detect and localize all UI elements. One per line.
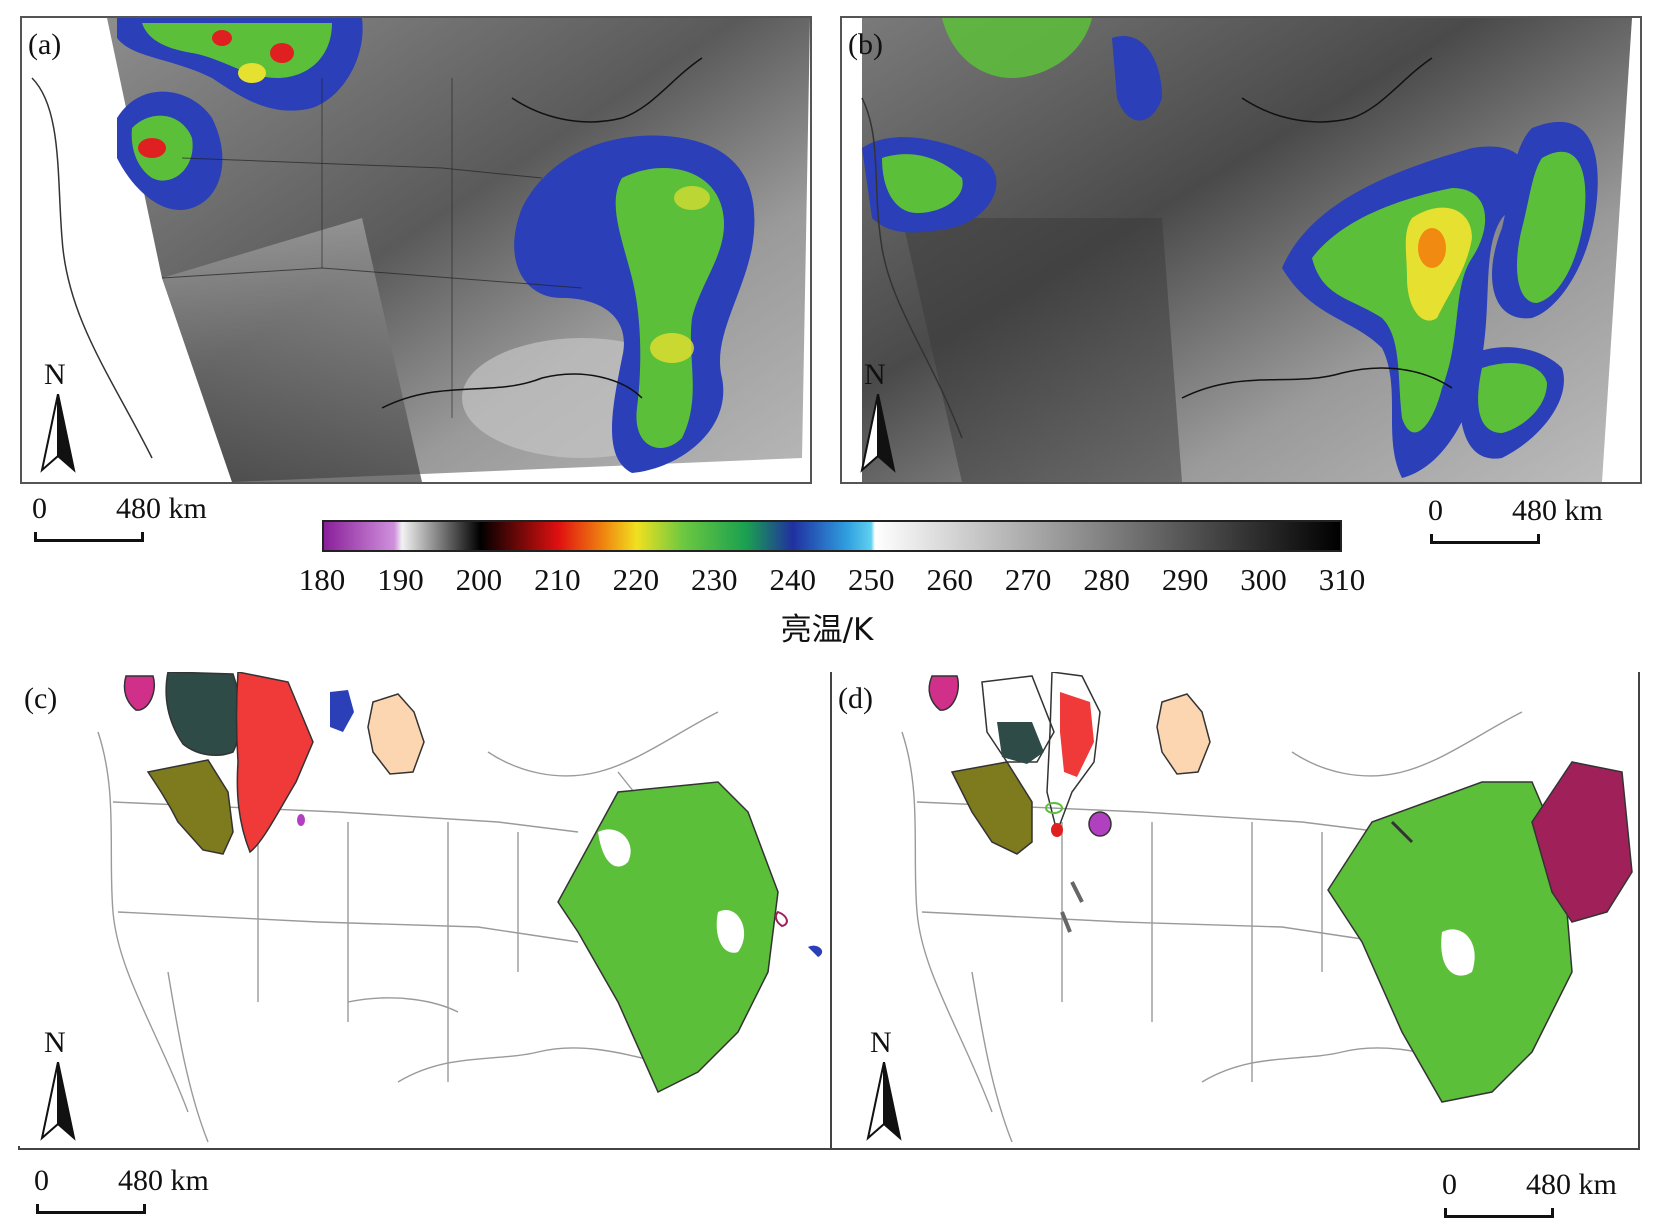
scale-bar-line — [34, 532, 144, 542]
scale-zero: 0 — [34, 1164, 49, 1197]
brightness-temperature-map-a — [31, 18, 810, 482]
scale-bar-a: 0 480 km — [32, 492, 207, 552]
scale-distance: 480 km — [118, 1164, 209, 1197]
scale-bar-line — [36, 1204, 146, 1214]
scale-bar-line — [1444, 1208, 1554, 1218]
north-label: N — [870, 1026, 892, 1059]
north-arrow: N — [40, 1026, 80, 1141]
north-arrow-icon — [860, 394, 896, 473]
scale-zero: 0 — [1442, 1168, 1457, 1201]
panel-divider — [830, 672, 832, 1150]
panel-label: (d) — [838, 682, 873, 715]
colorbar-tick-label: 250 — [847, 562, 895, 597]
colorbar-tick-label: 210 — [534, 562, 581, 597]
colorbar-tick-label: 310 — [1318, 562, 1366, 597]
colorbar-tick-label: 270 — [1004, 562, 1052, 597]
colorbar-tick-label: 230 — [691, 562, 738, 597]
colorbar-tick-label: 220 — [612, 562, 660, 597]
panel-a: (a) N — [20, 16, 812, 484]
north-arrow-icon — [40, 1062, 76, 1141]
colorbar-tick-label: 300 — [1240, 562, 1287, 597]
north-label: N — [864, 358, 886, 391]
colorbar-tick-label: 180 — [298, 562, 346, 597]
colorbar-tick-label: 190 — [377, 562, 424, 597]
scale-bar-c: 0 480 km — [34, 1164, 209, 1224]
panel-label: (a) — [28, 28, 62, 61]
colorbar-tick-label: 240 — [769, 562, 817, 597]
scale-bar-b: 0 480 km — [1428, 494, 1603, 554]
north-label: N — [44, 1026, 66, 1059]
scale-bar-d: 0 480 km — [1442, 1168, 1617, 1228]
panel-label: (c) — [24, 682, 58, 715]
cluster-map-d — [901, 672, 1633, 1143]
north-arrow: N — [860, 358, 900, 473]
panel-b: (b) N — [840, 16, 1642, 484]
north-label: N — [44, 358, 66, 391]
scale-distance: 480 km — [1512, 494, 1603, 527]
panel-label: (b) — [848, 28, 883, 61]
scale-distance: 480 km — [116, 492, 207, 525]
panel-d: (d) N — [832, 672, 1638, 1146]
scale-bar-line — [1430, 534, 1540, 544]
colorbar-tick-label: 260 — [926, 562, 973, 597]
colorbar-tick-label: 280 — [1083, 562, 1130, 597]
north-arrow: N — [866, 1026, 906, 1141]
cluster-map-c — [97, 672, 823, 1143]
brightness-temperature-colorbar — [322, 520, 1342, 552]
scale-distance: 480 km — [1526, 1168, 1617, 1201]
panel-c: (c) N — [18, 672, 830, 1146]
colorbar-tick-label: 200 — [455, 562, 503, 597]
colorbar-ticks: 180 190 200 210 220 230 240 250 260 270 280 290 300 3… — [299, 562, 1366, 597]
scale-zero: 0 — [1428, 494, 1443, 527]
north-arrow-icon — [40, 394, 76, 473]
brightness-temperature-map-b — [861, 18, 1632, 482]
colorbar-tick-label: 290 — [1161, 562, 1209, 597]
north-arrow-icon — [866, 1062, 902, 1141]
north-arrow: N — [40, 358, 80, 473]
colorbar-title: 亮温/K — [780, 612, 874, 648]
scale-zero: 0 — [32, 492, 47, 525]
